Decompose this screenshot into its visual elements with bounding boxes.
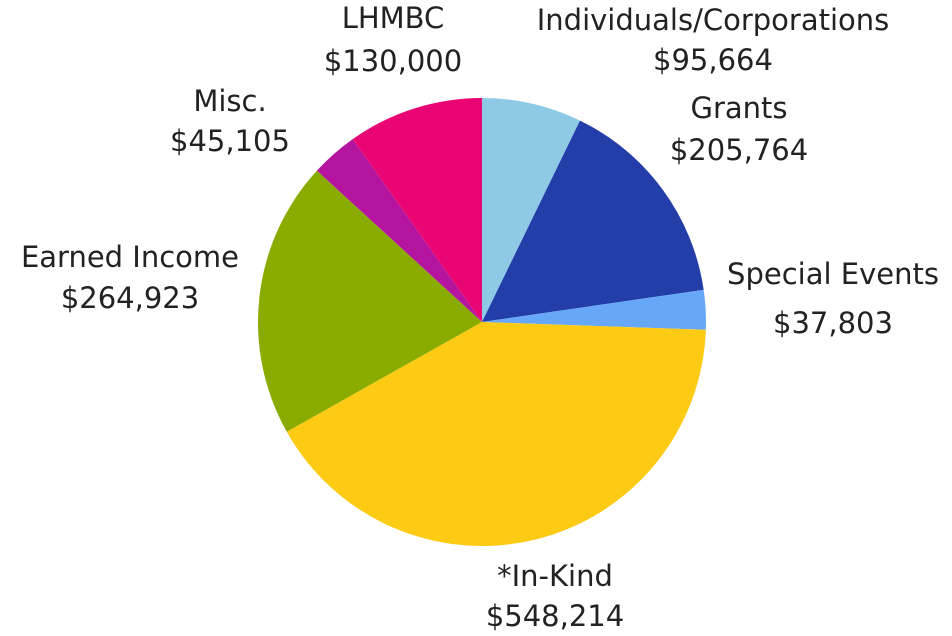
slice-label: LHMBC (342, 1, 445, 35)
slice-label: *In-Kind (497, 559, 613, 593)
slice-value-label: $548,214 (486, 599, 624, 633)
slice-label: Special Events (727, 257, 939, 291)
pie-slice (482, 289, 707, 330)
pie-slice (482, 98, 580, 322)
pie-slice (258, 170, 482, 432)
slice-value-label: $264,923 (61, 281, 199, 315)
slice-value-label: $95,664 (653, 43, 773, 77)
pie-slice (286, 322, 706, 547)
slice-label: Misc. (193, 84, 266, 118)
slice-label: Earned Income (21, 240, 239, 274)
slice-value-label: $37,803 (773, 306, 893, 340)
pie-slice (482, 120, 704, 322)
pie-slice (316, 139, 482, 322)
slice-value-label: $205,764 (670, 133, 808, 167)
slice-value-label: $45,105 (170, 124, 290, 158)
slice-label: Individuals/Corporations (537, 3, 890, 37)
pie-slice (352, 98, 482, 322)
slice-value-label: $130,000 (324, 44, 462, 78)
slice-label: Grants (690, 91, 787, 125)
